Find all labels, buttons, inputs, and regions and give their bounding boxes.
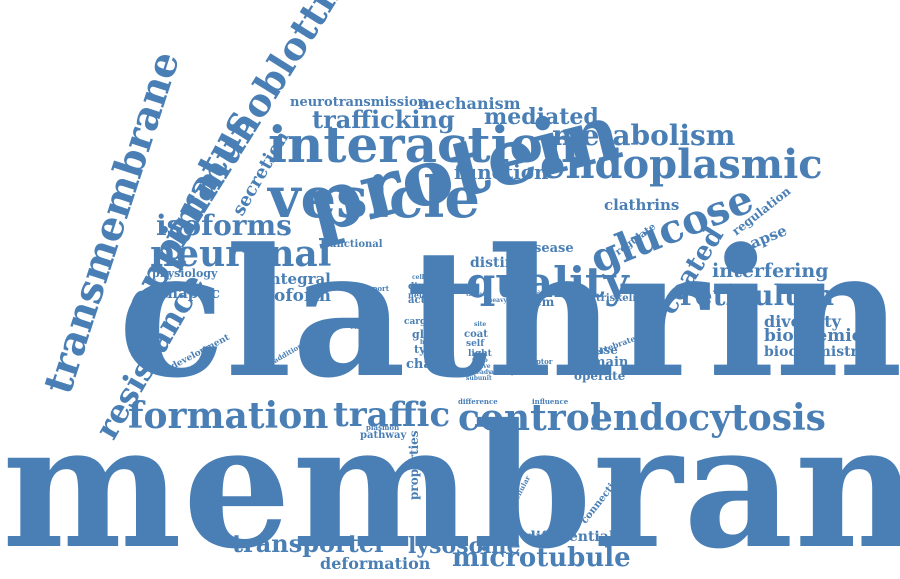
word-adaptor: adaptor: [522, 357, 553, 366]
word-integral: integral: [264, 270, 331, 288]
word-neurotransmission: neurotransmission: [290, 95, 428, 110]
word-distinct: distinct: [470, 255, 530, 271]
word-chain: chain: [406, 357, 447, 372]
word-have: have: [420, 339, 436, 346]
word-clathrin: clathrin: [118, 210, 900, 417]
word-mass: mass: [431, 292, 441, 319]
word-quality: quality: [466, 258, 629, 307]
word-microtubule: microtubule: [452, 543, 631, 573]
word-chimera: chimera: [350, 322, 383, 331]
word-isoform: isoform: [258, 286, 331, 306]
word-clathrins: clathrins: [604, 196, 680, 214]
word-site: site: [474, 321, 487, 328]
word-trafficking: trafficking: [312, 105, 455, 134]
word-biochemical: biochemical: [764, 326, 880, 346]
word-transport: transport: [352, 284, 389, 293]
word-steady: steady: [470, 369, 492, 376]
word-diversity: diversity: [764, 312, 841, 331]
word-cargo: cargo: [404, 317, 433, 327]
word-biochemistry: biochemistry: [764, 344, 867, 360]
word-membrane: membrane: [2, 387, 900, 579]
word-neuronal: neuronal: [150, 233, 332, 275]
word-transporter: transporter: [232, 529, 387, 558]
word-differential: differential: [526, 529, 615, 545]
word-triskelion: triskelion: [596, 293, 651, 304]
word-formation: formation: [128, 395, 329, 437]
word-control: control: [458, 397, 604, 439]
word-subunit: subunit: [466, 375, 492, 382]
word-system: system: [508, 295, 555, 309]
word-plasmon: plasmon: [366, 423, 400, 432]
word-mediated: mediated: [484, 104, 599, 130]
word-metabolism: metabolism: [552, 119, 736, 152]
word-reticulum: reticulum: [680, 279, 835, 312]
word-mouse: mouse: [574, 343, 618, 357]
word-heavy: heavy: [488, 297, 508, 304]
word-traffic: traffic: [333, 395, 451, 435]
word-pathway: pathway: [360, 430, 407, 441]
word-difference: difference: [458, 397, 498, 406]
word-neuron: neuron: [408, 290, 441, 300]
word-properties: properties: [407, 430, 421, 500]
word-interfering: interfering: [712, 260, 829, 282]
word-domain: domain: [574, 355, 629, 370]
word-functional: functional: [325, 239, 383, 250]
word-glut: glut: [412, 328, 437, 341]
word-light: light: [468, 349, 492, 359]
word-interaction: interaction: [268, 115, 580, 174]
word-function: function: [454, 160, 549, 184]
word-isoforms: isoforms: [156, 209, 292, 242]
word-display: display: [408, 282, 444, 292]
word-physiology: physiology: [152, 267, 218, 280]
word-endocytosis: endocytosis: [590, 397, 826, 439]
word-type: type: [414, 343, 441, 356]
word-vitro: vitro: [472, 357, 488, 364]
word-synaptic: synaptic: [150, 284, 221, 302]
word-mechanism: mechanism: [418, 94, 521, 113]
word-endoplasmic: endoplasmic: [540, 141, 823, 188]
word-tissue: tissue: [466, 291, 486, 298]
word-disease: disease: [520, 241, 574, 256]
word-coat: coat: [464, 329, 488, 340]
word-cellular: cellular: [412, 274, 438, 281]
word-actin: actin: [408, 295, 437, 306]
word-self: self: [466, 339, 485, 349]
word-influence: influence: [532, 397, 569, 406]
word-operate: operate: [574, 369, 626, 383]
word-native: native: [470, 363, 491, 370]
word-deformation: deformation: [320, 554, 431, 573]
word-lysosome: lysosome: [408, 533, 521, 559]
word-activity: activity: [490, 369, 515, 376]
word-vesicle: vesicle: [268, 165, 480, 231]
